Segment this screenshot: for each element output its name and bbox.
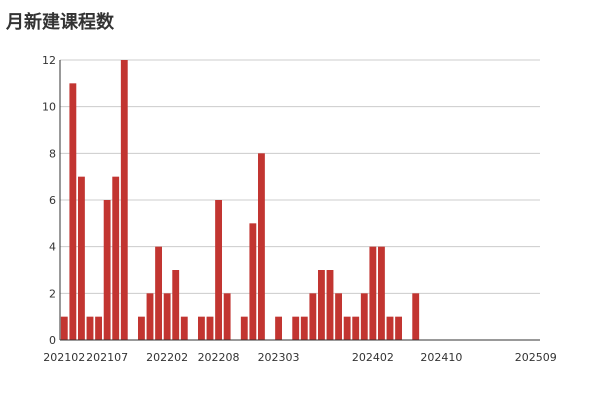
x-tick-label: 202410 [420,351,462,364]
bar-202403 [378,246,385,340]
bar-202204 [180,316,188,340]
bar-202203 [172,270,180,340]
x-tick-label: 202107 [86,351,128,364]
bar-202211 [240,316,248,340]
bar-202108 [112,176,120,340]
y-tick-label: 12 [42,54,56,67]
bar-202206 [198,316,205,340]
y-tick-label: 0 [49,334,56,347]
chart-title: 月新建课程数 [6,12,114,33]
bar-202310 [335,293,342,340]
y-tick-label: 10 [42,101,56,114]
bar-202111 [138,316,145,340]
x-tick-label: 202102 [43,351,85,364]
bar-202209 [223,293,231,340]
bar-202107 [103,200,111,340]
bar-202104 [78,176,85,340]
bar-202105 [86,316,94,340]
bar-202301 [258,153,265,340]
bar-202308 [318,270,325,340]
bar-202405 [395,316,402,340]
bar-202401 [360,293,368,340]
x-tick-label: 202509 [515,351,557,364]
bar-202303 [275,316,282,340]
y-tick-label: 2 [49,287,56,300]
bar-202407 [412,293,420,340]
bar-202202 [163,293,171,340]
bar-202208 [215,200,222,340]
bar-202404 [386,316,394,340]
bar-202212 [249,223,257,340]
x-tick-label: 202202 [146,351,188,364]
bar-202102 [60,316,68,340]
y-tick-label: 4 [49,241,56,254]
x-tick-label: 202208 [198,351,240,364]
y-tick-label: 6 [49,194,56,207]
bar-202207 [206,316,214,340]
y-tick-label: 8 [49,147,56,160]
bar-202201 [155,246,162,340]
bar-202307 [309,293,317,340]
bar-202312 [352,316,360,340]
bar-202109 [120,60,128,340]
bar-202306 [300,316,308,340]
bar-202106 [95,316,102,340]
x-tick-label: 202303 [258,351,300,364]
x-tick-label: 202402 [352,351,394,364]
bar-202309 [326,270,334,340]
bar-202402 [369,246,377,340]
bar-202112 [146,293,154,340]
bar-202311 [343,316,351,340]
bar-202305 [292,316,300,340]
bar-202103 [69,83,77,340]
